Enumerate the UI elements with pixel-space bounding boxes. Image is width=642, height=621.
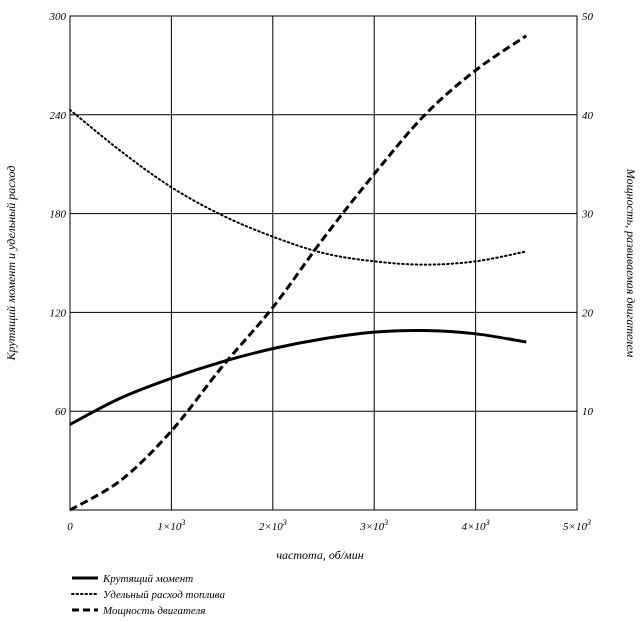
y-axis-right-title: Мощность, развиваемая двигателем [624,168,638,358]
x-tick-exponent: 3 [282,518,287,527]
y-right-tick-label: 20 [582,307,594,319]
x-axis-title: частота, об/мин [276,548,363,562]
y-left-tick-label: 240 [50,110,67,122]
plot-frame [69,15,578,511]
x-tick-label: 5×103 [563,518,591,533]
y-left-tick-label: 120 [50,307,67,319]
x-tick-label: 1×103 [157,518,185,533]
y-left-tick-label: 300 [49,11,67,23]
legend-label-power: Мощность двигателя [102,605,205,617]
y-left-tick-label: 60 [55,406,67,418]
series-line-fuel-consumption [69,108,528,266]
legend-label-fuel: Удельный расход топлива [103,589,225,601]
y-right-tick-label: 50 [582,11,594,23]
x-tick-label: 3×103 [359,518,388,533]
y-right-tick-label: 10 [582,406,594,418]
x-tick-label: 4×103 [462,518,490,533]
y-right-tick-label: 30 [581,209,594,221]
y-left-tick-label: 180 [50,209,67,221]
series-line-power [69,34,528,512]
x-tick-exponent: 3 [383,518,388,527]
x-tick-label: 2×103 [259,518,287,533]
tick-labels: 0 1×103 2×103 3×103 4×103 5×103 60 120 180 240 300… [49,11,594,533]
legend-label-torque: Крутящий момент [102,573,193,585]
y-right-tick-label: 40 [582,110,594,122]
y-axis-left-title: Крутящий момент и удельный расход [4,166,18,362]
grid [70,16,577,510]
x-tick-label: 0 [67,521,73,533]
series-line-torque [69,328,527,426]
series-layer [69,34,528,512]
x-tick-exponent: 3 [180,518,185,527]
x-tick-exponent: 3 [586,518,591,527]
legend: Крутящий момент Удельный расход топлива … [71,573,225,617]
x-tick-exponent: 3 [485,518,490,527]
